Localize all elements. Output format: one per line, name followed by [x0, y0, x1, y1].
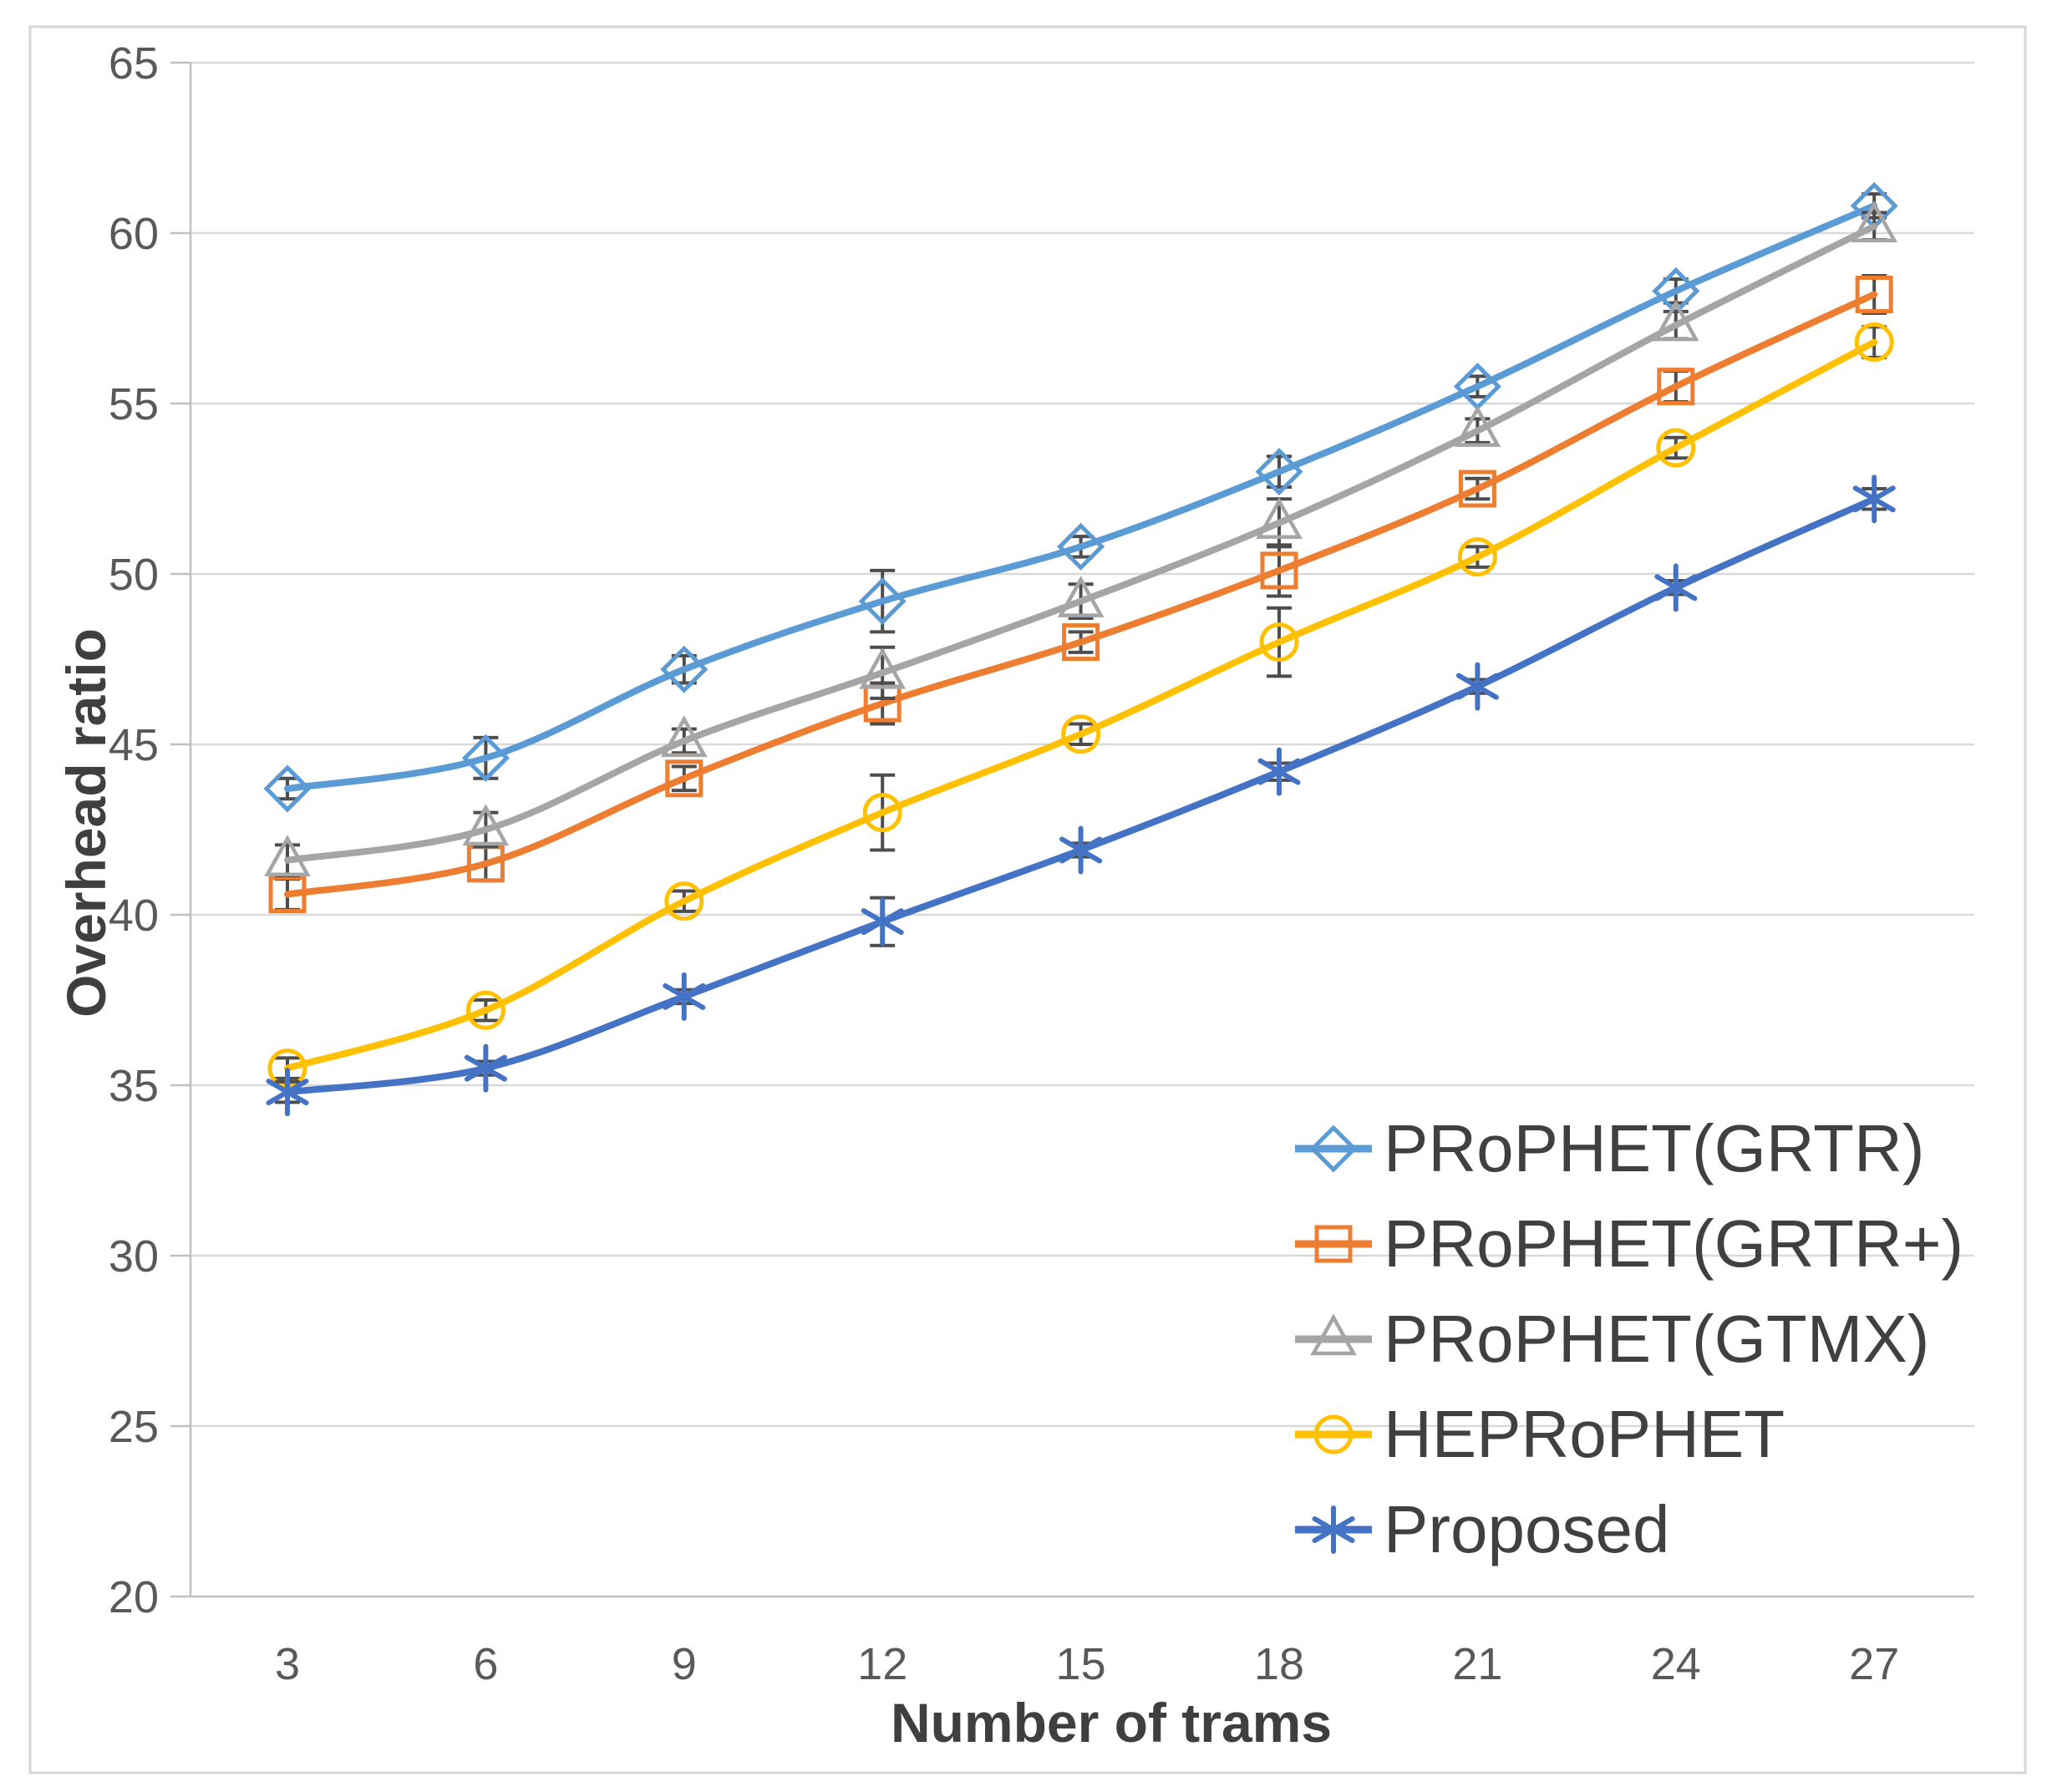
marker-diamond-icon	[1057, 522, 1105, 571]
legend-item: PRoPHET(GRTR)	[1295, 1101, 1963, 1196]
marker-diamond-icon	[858, 577, 907, 626]
x-tick-label: 9	[672, 1639, 697, 1689]
marker-circle-icon	[1656, 428, 1696, 468]
marker-circle-icon	[862, 793, 902, 833]
marker-triangle-icon	[1454, 405, 1501, 447]
marker-triangle-icon	[1256, 497, 1303, 540]
y-tick-label: 40	[109, 891, 159, 941]
marker-triangle-icon	[462, 804, 510, 846]
legend-item: HEPRoPHET	[1295, 1387, 1963, 1482]
legend-item-label: PRoPHET(GRTR)	[1384, 1111, 1925, 1185]
series-line-diamond	[284, 202, 1878, 793]
x-tick-label: 24	[1651, 1639, 1701, 1689]
y-tick-label: 65	[109, 38, 159, 89]
marker-asterisk-icon	[1654, 574, 1698, 602]
x-tick-label: 6	[473, 1639, 498, 1689]
y-axis-title: Overhead ratio	[55, 628, 117, 1018]
x-tick-label: 15	[1056, 1639, 1106, 1689]
x-tick-label: 3	[275, 1639, 300, 1689]
series-line-circle	[284, 338, 1878, 1072]
marker-asterisk-icon	[861, 908, 904, 936]
figure-border	[28, 25, 2027, 1774]
marker-square-icon	[268, 876, 307, 914]
legend-marker-triangle-icon	[1295, 1313, 1372, 1356]
marker-asterisk-icon	[1852, 485, 1896, 513]
y-tick-label: 60	[109, 209, 159, 259]
y-tick-label: 50	[109, 550, 159, 600]
marker-circle-icon	[1061, 714, 1101, 754]
legend-item-label: Proposed	[1384, 1492, 1670, 1566]
x-tick-label: 27	[1849, 1639, 1899, 1689]
marker-circle-icon	[1457, 537, 1497, 577]
marker-diamond-icon	[1255, 448, 1303, 496]
series-line-triangle	[284, 222, 1878, 864]
x-tick-label: 21	[1452, 1639, 1502, 1689]
marker-square-icon	[1062, 623, 1100, 662]
marker-triangle-icon	[264, 835, 311, 876]
marker-square-icon	[1657, 368, 1695, 406]
marker-triangle-icon	[660, 715, 708, 758]
marker-asterisk-icon	[266, 1079, 309, 1106]
legend-item: PRoPHET(GRTR+)	[1295, 1196, 1963, 1292]
marker-square-icon	[1260, 551, 1298, 590]
marker-triangle-icon	[859, 647, 907, 689]
x-tick-label: 12	[857, 1639, 907, 1689]
x-axis-title: Number of trams	[890, 1692, 1333, 1754]
legend: PRoPHET(GRTR) PRoPHET(GRTR+) PRoPHET(GTMX)…	[1295, 1101, 1963, 1577]
marker-circle-icon	[465, 990, 505, 1030]
marker-circle-icon	[664, 881, 704, 921]
legend-marker-diamond-icon	[1295, 1124, 1372, 1173]
y-tick-label: 45	[109, 720, 159, 770]
marker-diamond-icon	[660, 645, 709, 693]
legend-item: PRoPHET(GTMX)	[1295, 1292, 1963, 1387]
marker-asterisk-icon	[1455, 673, 1499, 700]
marker-diamond-icon	[461, 734, 510, 782]
marker-triangle-icon	[1652, 299, 1699, 342]
x-tick-label: 18	[1254, 1639, 1304, 1689]
marker-asterisk-icon	[663, 982, 706, 1010]
legend-marker-circle-icon	[1295, 1414, 1372, 1454]
marker-diamond-icon	[263, 764, 312, 813]
legend-marker-asterisk-icon	[1295, 1505, 1372, 1554]
marker-square-icon	[1458, 470, 1496, 508]
y-tick-label: 20	[109, 1572, 159, 1622]
y-tick-label: 25	[109, 1402, 159, 1452]
y-tick-label: 35	[109, 1061, 159, 1111]
marker-circle-icon	[1259, 622, 1299, 662]
marker-triangle-icon	[1057, 576, 1105, 617]
legend-item-label: PRoPHET(GRTR+)	[1384, 1206, 1964, 1281]
legend-item-label: HEPRoPHET	[1384, 1397, 1785, 1471]
legend-item: Proposed	[1295, 1482, 1963, 1577]
series-line-square	[284, 291, 1878, 898]
marker-asterisk-icon	[1059, 836, 1103, 864]
marker-square-icon	[1855, 275, 1893, 313]
y-tick-label: 55	[109, 379, 159, 429]
marker-asterisk-icon	[464, 1054, 507, 1082]
marker-triangle-icon	[1851, 201, 1898, 243]
marker-asterisk-icon	[1257, 758, 1301, 785]
marker-square-icon	[665, 759, 703, 798]
y-tick-label: 30	[109, 1231, 159, 1282]
marker-circle-icon	[1854, 322, 1894, 363]
legend-marker-square-icon	[1295, 1225, 1372, 1263]
legend-item-label: PRoPHET(GTMX)	[1384, 1302, 1930, 1376]
